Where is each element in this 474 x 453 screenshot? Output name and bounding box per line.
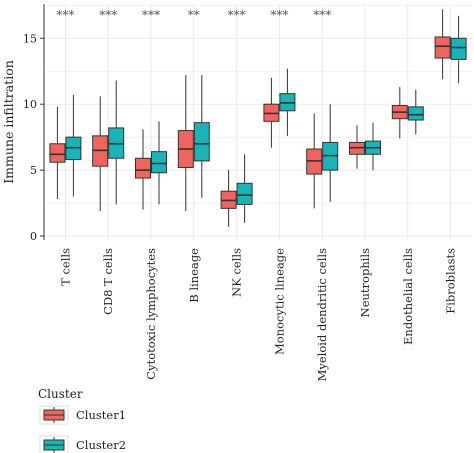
- cluster2-box: [236, 182, 253, 205]
- x-category-label: CD8 T cells: [101, 248, 115, 315]
- legend-label-cluster2: Cluster2: [76, 438, 126, 452]
- y-tick-label: 10: [23, 98, 37, 111]
- legend: Cluster Cluster1 Cluster2: [38, 387, 126, 453]
- cluster2-box: [450, 37, 467, 60]
- y-tick-label: 15: [23, 32, 37, 45]
- significance-marker: **: [188, 8, 200, 22]
- significance-marker: ***: [56, 8, 74, 22]
- y-tick-label: 0: [30, 230, 37, 243]
- legend-title: Cluster: [38, 387, 83, 401]
- cluster1-box: [135, 157, 151, 179]
- cluster1-box: [434, 36, 451, 59]
- x-category-label: Cytotoxic lymphocytes: [144, 248, 158, 380]
- boxes: [49, 36, 467, 209]
- x-category-label: Neutrophils: [358, 248, 372, 317]
- x-category-label: Endothelial cells: [401, 248, 415, 345]
- x-axis-category-labels: T cells CD8 T cells Cytotoxic lymphocytes B…: [58, 248, 457, 382]
- y-tick-label: 5: [30, 164, 37, 177]
- x-category-label: B lineage: [187, 248, 201, 303]
- significance-marker: ***: [228, 8, 246, 22]
- legend-label-cluster1: Cluster1: [76, 408, 126, 422]
- x-category-label: Fibroblasts: [444, 248, 458, 314]
- significance-marker: ***: [99, 8, 117, 22]
- x-category-label: T cells: [58, 248, 72, 286]
- cluster2-box: [407, 106, 424, 121]
- y-axis-title: Immune infiltration: [1, 60, 16, 184]
- x-category-label: NK cells: [230, 248, 244, 297]
- significance-marker: ***: [142, 8, 160, 22]
- x-category-label: Monocytic lineage: [272, 248, 286, 355]
- grid-lines: [44, 4, 472, 240]
- y-axis: 0 5 10 15: [23, 4, 45, 243]
- significance-marker: ***: [313, 8, 331, 22]
- cluster2-box: [151, 151, 167, 174]
- significance-marker: ***: [270, 8, 288, 22]
- cluster1-box: [49, 143, 66, 163]
- x-category-label: Myeloid dendritic cells: [315, 248, 329, 381]
- cluster2-box: [193, 122, 210, 162]
- significance-markers: *** *** *** ** *** *** ***: [56, 8, 331, 22]
- whiskers: [56, 9, 460, 227]
